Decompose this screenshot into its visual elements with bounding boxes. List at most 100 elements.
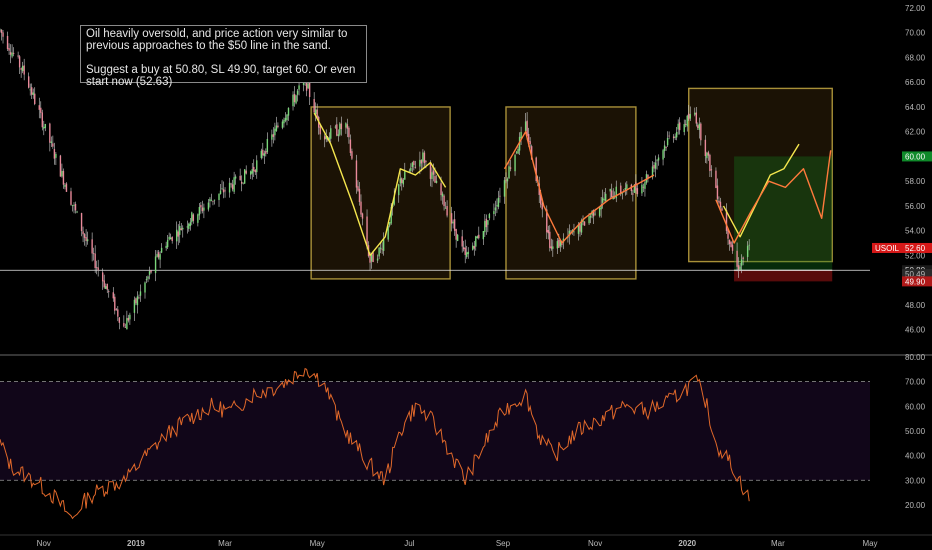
candle xyxy=(336,117,338,137)
candle xyxy=(64,183,66,190)
candle xyxy=(467,247,469,259)
candle xyxy=(348,126,350,144)
candle xyxy=(683,119,685,136)
candle xyxy=(286,113,288,126)
candle xyxy=(624,182,627,196)
candle xyxy=(725,203,728,234)
candle xyxy=(668,131,670,140)
candle xyxy=(399,170,401,187)
time-axis-tick: Sep xyxy=(496,539,511,548)
candle xyxy=(192,213,195,224)
candle xyxy=(148,266,151,280)
price-level-tag xyxy=(902,276,932,287)
candle xyxy=(256,155,258,179)
candle xyxy=(694,107,696,117)
candle xyxy=(429,160,432,187)
candle xyxy=(674,133,676,140)
candle xyxy=(372,251,374,263)
candle xyxy=(515,150,518,155)
candle xyxy=(370,254,373,269)
candle xyxy=(133,296,136,322)
candle xyxy=(609,188,611,199)
candle xyxy=(126,310,128,330)
candle xyxy=(233,171,235,194)
candle xyxy=(478,226,480,240)
candle xyxy=(462,240,465,252)
candle xyxy=(663,140,666,158)
candle xyxy=(402,178,404,188)
candle xyxy=(160,243,163,254)
candle xyxy=(695,106,698,127)
profit-zone xyxy=(734,156,833,271)
candle xyxy=(177,224,179,246)
candle xyxy=(600,197,602,218)
candle xyxy=(736,242,738,272)
candle xyxy=(263,150,266,164)
candle xyxy=(355,154,358,194)
candle xyxy=(80,212,83,237)
candle xyxy=(484,214,486,237)
time-axis-tick: Nov xyxy=(37,539,51,548)
candle xyxy=(70,187,72,206)
candle xyxy=(328,132,330,141)
candle xyxy=(224,187,226,198)
candle xyxy=(139,284,142,302)
candle xyxy=(697,122,699,131)
candle xyxy=(709,153,711,178)
candle xyxy=(739,263,741,271)
candle xyxy=(49,122,51,152)
rsi-line xyxy=(0,367,750,520)
candle xyxy=(431,167,433,188)
candle xyxy=(32,88,34,99)
rsi-axis-tick: 40.00 xyxy=(905,452,926,461)
candle xyxy=(176,221,178,249)
time-axis-tick: Mar xyxy=(771,539,785,548)
candle xyxy=(360,194,362,218)
candle xyxy=(615,180,617,203)
candle xyxy=(266,132,269,154)
candle xyxy=(138,294,140,300)
candle xyxy=(443,194,445,211)
candle xyxy=(11,44,13,59)
candle xyxy=(102,268,104,290)
candle xyxy=(129,312,131,325)
candle xyxy=(381,242,383,254)
candle xyxy=(159,251,161,269)
candle xyxy=(358,181,361,206)
price-axis-tick: 62.00 xyxy=(905,128,926,137)
candle xyxy=(550,238,553,251)
candle xyxy=(493,203,495,221)
candle xyxy=(524,113,527,134)
price-axis-tick: 64.00 xyxy=(905,103,926,112)
candle xyxy=(678,117,681,135)
candle xyxy=(552,239,554,257)
candle xyxy=(706,151,708,164)
candle xyxy=(71,204,74,212)
time-axis-tick: May xyxy=(310,539,325,548)
candle xyxy=(17,51,19,59)
candle xyxy=(727,228,729,246)
candle xyxy=(0,28,1,33)
candle xyxy=(450,206,453,232)
candle xyxy=(497,190,500,210)
candle xyxy=(213,199,216,205)
candle xyxy=(29,83,31,96)
candle xyxy=(265,148,267,157)
candle xyxy=(165,241,167,251)
candle xyxy=(114,293,116,315)
candle xyxy=(675,126,678,141)
candle xyxy=(488,212,491,221)
candle xyxy=(52,135,54,149)
candle xyxy=(398,183,400,203)
candle xyxy=(50,136,53,148)
candle xyxy=(212,200,214,206)
price-axis-tick: 54.00 xyxy=(905,227,926,236)
time-axis-tick: 2019 xyxy=(127,539,145,548)
candle xyxy=(611,183,613,198)
candle xyxy=(275,116,278,132)
candle xyxy=(59,154,62,177)
candle xyxy=(621,192,623,200)
time-axis-tick: Nov xyxy=(588,539,602,548)
candle xyxy=(118,316,121,330)
price-axis-tick: 58.00 xyxy=(905,177,926,186)
